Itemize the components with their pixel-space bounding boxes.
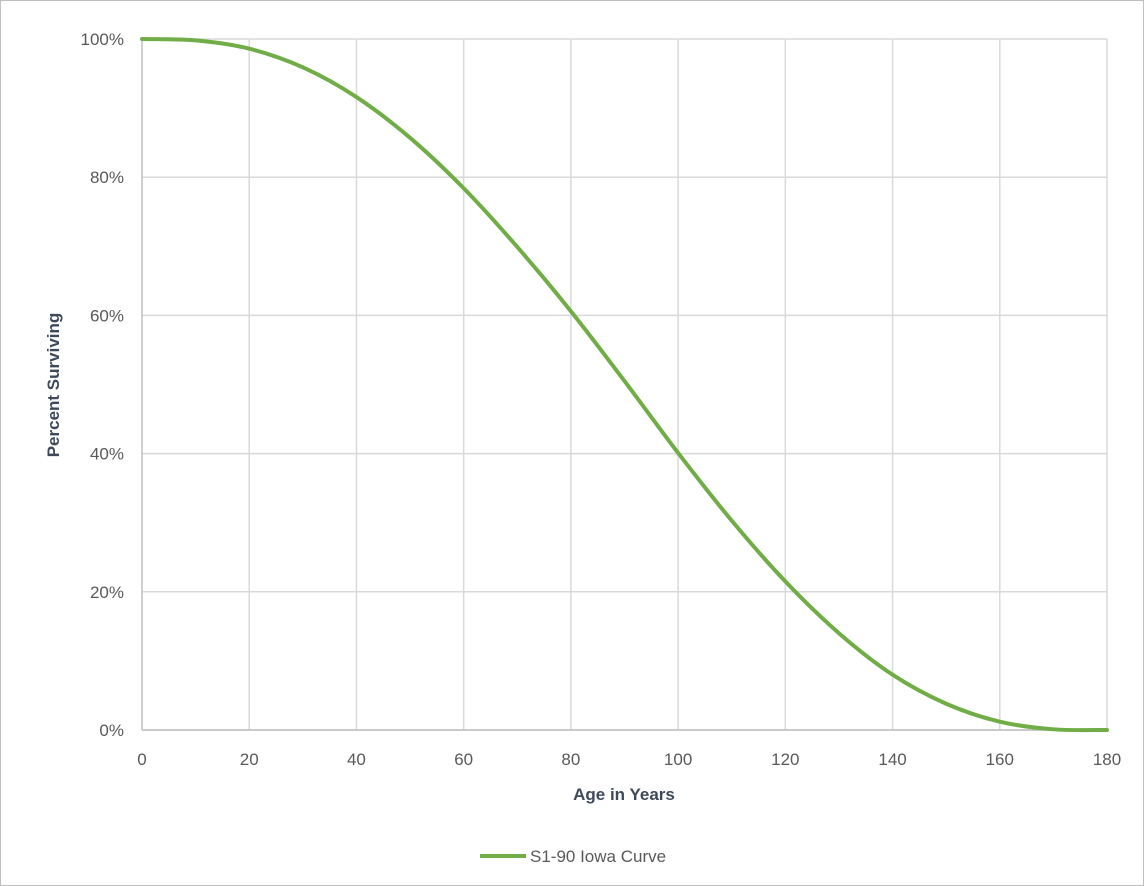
x-tick-labels: 0 20 40 60 80 100 120 140 160 180 [137, 750, 1121, 769]
x-tick-label: 60 [454, 750, 473, 769]
x-tick-label: 180 [1093, 750, 1121, 769]
gridlines [142, 38, 1108, 731]
y-tick-label: 100% [81, 30, 124, 49]
y-axis-title: Percent Surviving [44, 313, 63, 458]
legend: S1-90 Iowa Curve [480, 847, 666, 866]
y-tick-label: 80% [90, 168, 124, 187]
x-tick-label: 100 [664, 750, 692, 769]
axes [141, 39, 1107, 731]
series-lines [140, 37, 1109, 733]
y-tick-label: 40% [90, 445, 124, 464]
x-tick-label: 160 [986, 750, 1014, 769]
x-tick-label: 120 [771, 750, 799, 769]
x-tick-label: 0 [137, 750, 146, 769]
y-tick-label: 60% [90, 306, 124, 325]
x-axis-title: Age in Years [573, 785, 675, 804]
y-tick-labels: 0% 20% 40% 60% 80% 100% [81, 30, 124, 740]
y-tick-label: 20% [90, 583, 124, 602]
x-tick-label: 140 [878, 750, 906, 769]
x-tick-label: 40 [347, 750, 366, 769]
series-line [140, 37, 1109, 733]
x-tick-label: 80 [561, 750, 580, 769]
y-tick-label: 0% [99, 721, 124, 740]
legend-label: S1-90 Iowa Curve [530, 847, 666, 866]
x-tick-label: 20 [240, 750, 259, 769]
